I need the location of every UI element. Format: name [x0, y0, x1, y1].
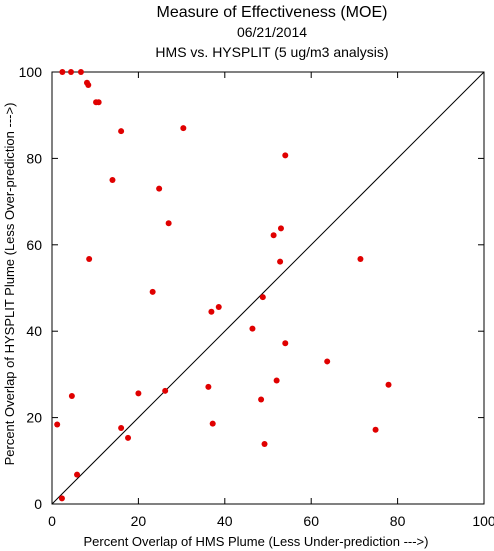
data-point: [385, 381, 392, 388]
data-point: [162, 387, 169, 394]
chart-title: Measure of Effectiveness (MOE): [157, 4, 388, 21]
one-to-one-diagonal-line: [51, 71, 485, 505]
data-point: [68, 69, 75, 75]
data-point: [68, 393, 75, 399]
data-point: [180, 125, 187, 132]
chart-subtitle-analysis: HMS vs. HYSPLIT (5 ug/m3 analysis): [155, 44, 388, 60]
data-point: [54, 421, 61, 428]
data-point: [273, 377, 280, 384]
data-point: [261, 440, 268, 447]
data-point: [282, 152, 289, 159]
x-tick-label: 60: [303, 513, 319, 529]
x-tick-label: 100: [472, 513, 494, 529]
data-point: [258, 396, 265, 403]
data-point: [372, 426, 379, 433]
data-point: [85, 81, 92, 88]
data-point: [259, 294, 266, 301]
data-point: [135, 390, 142, 397]
data-point: [77, 69, 84, 75]
data-point: [165, 220, 172, 227]
x-tick-label: 40: [217, 513, 233, 529]
x-tick-label: 20: [131, 513, 147, 529]
data-point: [270, 232, 277, 239]
y-tick-label: 20: [26, 410, 42, 426]
data-point: [118, 424, 125, 431]
data-point: [277, 258, 284, 265]
data-point: [156, 185, 163, 192]
data-point: [74, 471, 81, 478]
data-point: [215, 304, 222, 311]
data-point: [149, 288, 156, 295]
data-point: [125, 434, 132, 441]
data-point: [109, 177, 116, 183]
y-axis-ticks: 0 20 40 60 80 100: [19, 64, 484, 512]
data-point: [282, 340, 289, 347]
plot-frame: [51, 71, 485, 505]
y-tick-label: 100: [19, 64, 43, 80]
data-point: [95, 99, 102, 106]
data-point: [324, 358, 331, 365]
data-point: [357, 256, 364, 263]
data-point: [205, 383, 212, 390]
chart-subtitle-date: 06/21/2014: [237, 24, 307, 40]
data-point: [58, 495, 65, 502]
data-point: [59, 69, 66, 75]
y-tick-label: 0: [34, 496, 42, 512]
x-axis-label: Percent Overlap of HMS Plume (Less Under…: [84, 534, 429, 549]
y-axis-label: Percent Overlap of HYSPLIT Plume (Less O…: [2, 103, 17, 466]
data-point: [277, 225, 284, 232]
data-point: [118, 128, 125, 135]
y-tick-label: 40: [26, 323, 42, 339]
data-point: [249, 325, 256, 332]
x-tick-label: 0: [48, 513, 56, 529]
y-tick-label: 80: [26, 150, 42, 166]
data-point: [209, 420, 216, 427]
data-points: [54, 69, 392, 502]
data-point: [208, 308, 215, 315]
y-tick-label: 60: [26, 237, 42, 253]
x-axis-ticks: 0 20 40 60 80 100: [48, 72, 494, 529]
x-tick-label: 80: [390, 513, 406, 529]
data-point: [86, 256, 93, 263]
